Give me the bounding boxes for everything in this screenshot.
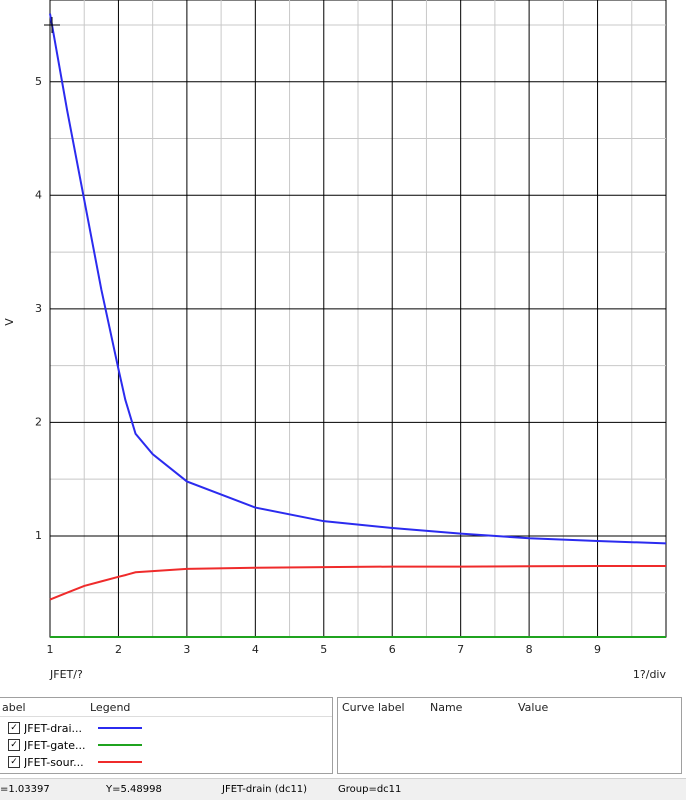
curves xyxy=(49,13,667,638)
y-tick-label: 3 xyxy=(35,302,42,315)
legend-label: JFET-drai... xyxy=(24,721,82,735)
checkbox[interactable]: ✓ xyxy=(8,722,20,734)
legend-entry[interactable]: ✓ JFET-sour... xyxy=(8,754,142,770)
status-bar: =1.03397 Y=5.48998 JFET-drain (dc11) Gro… xyxy=(0,778,686,800)
x-axis-label: JFET/? xyxy=(49,668,83,681)
x-tick-label: 2 xyxy=(115,643,122,656)
x-tick-label: 7 xyxy=(457,643,464,656)
legend-swatch xyxy=(98,761,142,763)
legend-swatch xyxy=(98,744,142,746)
x-tick-label: 5 xyxy=(320,643,327,656)
x-tick-label: 6 xyxy=(389,643,396,656)
status-curve: JFET-drain (dc11) xyxy=(222,784,308,795)
x-tick-label: 8 xyxy=(526,643,533,656)
status-y: Y=5.48998 xyxy=(106,784,162,795)
header-rule xyxy=(0,716,332,717)
status-group: Group=dc11 xyxy=(338,784,402,795)
plot: V JFET/? 1?/div 1 2 3 4 5 6 7 8 9 1 2 3 4 5 xyxy=(3,0,667,681)
x-unit-label: 1?/div xyxy=(633,668,667,681)
legend-label: JFET-gate... xyxy=(24,738,86,752)
value-header: Curve label xyxy=(342,701,405,714)
status-x: =1.03397 xyxy=(0,784,50,795)
value-header: Name xyxy=(430,701,463,714)
legend-header: Legend xyxy=(90,701,131,714)
legend-label: JFET-sour... xyxy=(24,755,84,769)
legend-entry[interactable]: ✓ JFET-drai... xyxy=(8,720,142,736)
y-axis-label: V xyxy=(3,318,16,326)
curve xyxy=(49,13,667,545)
y-tick-label: 4 xyxy=(35,188,42,201)
x-tick-label: 3 xyxy=(183,643,190,656)
checkbox[interactable]: ✓ xyxy=(8,739,20,751)
x-tick-label: 9 xyxy=(594,643,601,656)
checkbox[interactable]: ✓ xyxy=(8,756,20,768)
y-tick-label: 2 xyxy=(35,415,42,428)
x-tick-label: 4 xyxy=(252,643,259,656)
y-tick-label: 1 xyxy=(35,529,42,542)
legend-entry[interactable]: ✓ JFET-gate... xyxy=(8,737,142,753)
value-header: Value xyxy=(518,701,549,714)
cursor-cross xyxy=(44,17,60,33)
y-tick-label: 5 xyxy=(35,75,42,88)
value-panel: Curve label Name Value xyxy=(337,697,682,774)
legend-swatch xyxy=(98,727,142,729)
legend-panel: abel Legend ✓ JFET-drai... ✓ JFET-gate... ✓ J… xyxy=(0,697,333,774)
x-tick-label: 1 xyxy=(47,643,54,656)
grid xyxy=(49,0,666,637)
curve xyxy=(49,565,666,601)
legend-header: abel xyxy=(2,701,26,714)
